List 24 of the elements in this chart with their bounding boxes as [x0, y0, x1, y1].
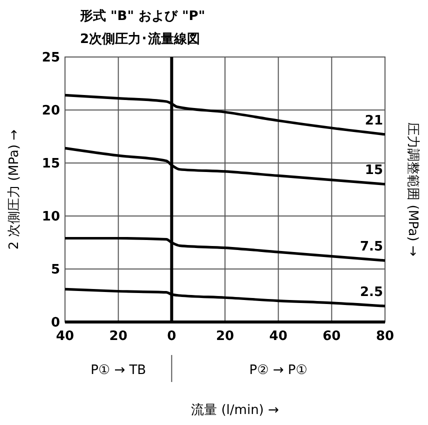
y-tick-label: 20: [42, 104, 60, 119]
series-label: 15: [364, 163, 383, 178]
y-tick-label: 5: [50, 262, 60, 278]
y2-axis-title: 圧力調整範囲 (MPa) →: [405, 122, 420, 256]
text: P① → TB: [90, 363, 146, 378]
x-axis-title: 流量 (l/min) →: [191, 402, 280, 418]
y-tick-label: 10: [42, 210, 60, 225]
series-label: 2.5: [360, 285, 383, 300]
x-tick-label: 80: [376, 329, 394, 344]
y-tick-label: 15: [42, 156, 60, 172]
chart-title: 形式 "B" および "P": [79, 8, 206, 24]
x-tick-label: 60: [322, 329, 341, 344]
chart-subtitle: 2次側圧力･流量線図: [80, 31, 200, 47]
y-tick-label: 25: [42, 50, 60, 66]
x-tick-label: 40: [269, 329, 288, 344]
series-label: 7.5: [360, 240, 383, 255]
y-axis-title: 2 次側圧力 (MPa) →: [7, 129, 22, 250]
series-label: 21: [364, 113, 383, 128]
x-tick-label: 20: [216, 329, 234, 344]
x-tick-label: 20: [109, 329, 128, 344]
x-tick-label: 0: [167, 329, 176, 344]
y-tick-label: 0: [50, 316, 60, 331]
text: P② → P①: [249, 363, 308, 378]
x-tick-label: 40: [56, 329, 74, 344]
